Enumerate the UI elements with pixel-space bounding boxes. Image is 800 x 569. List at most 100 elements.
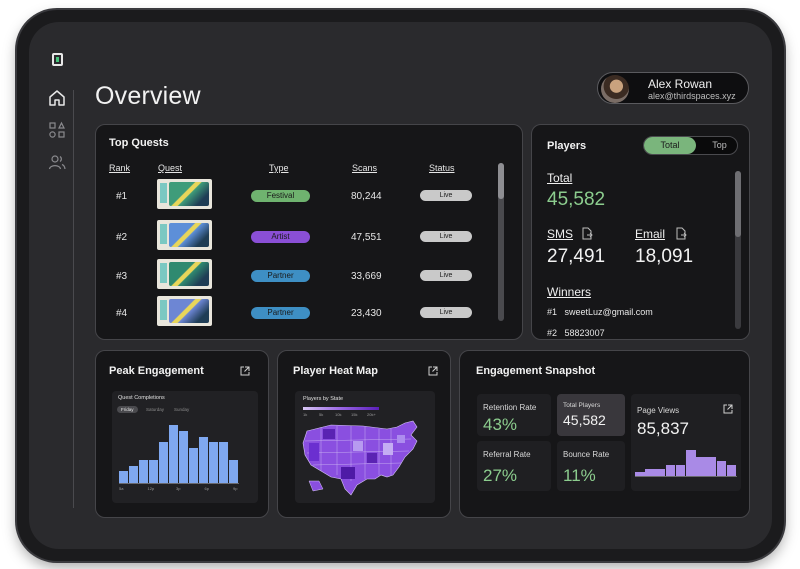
screen: Overview Alex Rowan alex@thirdspaces.xyz…: [29, 22, 772, 549]
chart-bar[interactable]: [219, 442, 228, 483]
avatar[interactable]: [601, 75, 629, 103]
user-profile-chip[interactable]: Alex Rowan alex@thirdspaces.xyz: [597, 72, 749, 104]
heat-legend-bar: [303, 407, 379, 410]
chart-bar[interactable]: [129, 466, 138, 483]
stat-value: 43%: [483, 415, 518, 434]
export-icon[interactable]: [581, 227, 593, 240]
chart-bar[interactable]: [706, 457, 716, 476]
open-external-icon[interactable]: [723, 404, 733, 414]
legend-label: 20k+: [367, 412, 376, 417]
total-top-toggle[interactable]: Total Top: [643, 136, 738, 155]
home-icon[interactable]: [47, 88, 67, 108]
legend-label: 10k: [335, 412, 342, 417]
chart-bar[interactable]: [149, 460, 158, 483]
table-row[interactable]: #4 Partner 23,430 Live: [96, 296, 496, 330]
chart-bar[interactable]: [665, 465, 676, 476]
scans: 23,430: [351, 308, 382, 319]
total-players-stat[interactable]: Total Players 45,582: [557, 394, 625, 436]
column-header-status[interactable]: Status: [429, 163, 455, 173]
legend-label: 5k: [319, 412, 324, 417]
x-tick-label: 12p: [147, 486, 155, 491]
sidebar-nav: [47, 88, 69, 184]
winner-item[interactable]: #1 sweetLuz@gmail.com: [547, 307, 653, 317]
quest-thumbnail[interactable]: [157, 296, 212, 326]
legend-label: 1k: [303, 412, 308, 417]
quest-thumbnail[interactable]: [157, 259, 212, 289]
chart-bar[interactable]: [229, 460, 238, 483]
x-tick-label: 3p: [176, 486, 181, 491]
export-icon[interactable]: [675, 227, 687, 240]
rank: #1: [116, 191, 128, 202]
retention-rate-stat[interactable]: Retention Rate 43%: [477, 394, 551, 436]
scrollbar-thumb[interactable]: [498, 163, 504, 199]
chart-bar[interactable]: [696, 457, 706, 476]
table-row[interactable]: #3 Partner 33,669 Live: [96, 259, 496, 293]
quest-thumbnail[interactable]: [157, 179, 212, 209]
status-badge: Live: [420, 190, 472, 201]
player-heat-map-card: Player Heat Map Players by State 1k 5k 10k…: [277, 350, 451, 518]
quest-thumbnail[interactable]: [157, 220, 212, 250]
tab-sunday[interactable]: Sunday: [174, 407, 190, 412]
chart-bar[interactable]: [179, 431, 188, 483]
scans: 47,551: [351, 232, 382, 243]
chart-bar[interactable]: [655, 469, 665, 476]
table-row[interactable]: #2 Artist 47,551 Live: [96, 220, 496, 254]
chart-bar[interactable]: [169, 425, 178, 483]
chart-bar[interactable]: [209, 442, 218, 483]
sms-value: 27,491: [547, 246, 606, 267]
chart-bar[interactable]: [726, 465, 737, 476]
toggle-top[interactable]: Top: [712, 140, 727, 150]
chart-bar[interactable]: [139, 460, 148, 483]
players-scrollbar[interactable]: [735, 171, 741, 329]
chart-bar[interactable]: [675, 465, 686, 476]
us-heat-map[interactable]: [301, 417, 423, 499]
bounce-rate-stat[interactable]: Bounce Rate 11%: [557, 441, 625, 491]
table-scrollbar[interactable]: [498, 163, 504, 321]
winner-item[interactable]: #2 58823007: [547, 328, 605, 338]
quest-art: [169, 299, 209, 323]
page-views-stat[interactable]: Page Views 85,837: [631, 394, 741, 491]
card-title: Peak Engagement: [109, 365, 204, 377]
players-by-state-panel: Players by State 1k 5k 10k 15k 20k+: [295, 391, 435, 503]
column-header-quest[interactable]: Quest: [158, 163, 183, 173]
shapes-icon[interactable]: [47, 120, 67, 140]
column-header-type[interactable]: Type: [269, 163, 289, 173]
email-value: 18,091: [635, 246, 694, 267]
stat-label: Retention Rate: [483, 403, 537, 412]
quest-art: [169, 182, 209, 206]
chart-bar[interactable]: [716, 461, 727, 476]
type-badge: Festival: [251, 190, 310, 202]
table-row[interactable]: #1 Festival 80,244 Live: [96, 179, 496, 213]
referral-rate-stat[interactable]: Referral Rate 27%: [477, 441, 551, 491]
tab-saturday[interactable]: Saturday: [146, 407, 165, 412]
chart-bar[interactable]: [199, 437, 208, 483]
chart-bar[interactable]: [635, 472, 645, 476]
tab-friday[interactable]: Friday: [117, 406, 138, 413]
column-header-scans[interactable]: Scans: [352, 163, 378, 173]
open-external-icon[interactable]: [240, 366, 250, 376]
stat-label: Referral Rate: [483, 450, 531, 459]
x-tick-label: 6p: [204, 486, 209, 491]
scrollbar-thumb[interactable]: [735, 171, 741, 237]
open-external-icon[interactable]: [428, 366, 438, 376]
chart-baseline: [635, 476, 737, 477]
chart-bar[interactable]: [189, 448, 198, 483]
toggle-total[interactable]: Total: [644, 137, 696, 154]
total-label: Total: [547, 171, 573, 185]
winner-rank: #1: [547, 307, 558, 317]
winner-rank: #2: [547, 328, 558, 338]
tablet-frame: Overview Alex Rowan alex@thirdspaces.xyz…: [17, 10, 784, 561]
users-icon[interactable]: [47, 152, 67, 172]
chart-bar[interactable]: [119, 471, 128, 483]
rank: #4: [116, 308, 128, 319]
chart-bar[interactable]: [645, 469, 655, 476]
sidebar-divider: [73, 90, 74, 508]
chart-bar[interactable]: [159, 442, 168, 483]
chart-bar[interactable]: [686, 450, 696, 476]
chart-baseline: [119, 483, 239, 484]
stat-label: Bounce Rate: [563, 450, 610, 459]
app-logo[interactable]: [52, 53, 63, 66]
column-header-rank[interactable]: Rank: [109, 163, 131, 173]
stat-value: 27%: [483, 466, 518, 485]
page-title: Overview: [95, 82, 201, 110]
